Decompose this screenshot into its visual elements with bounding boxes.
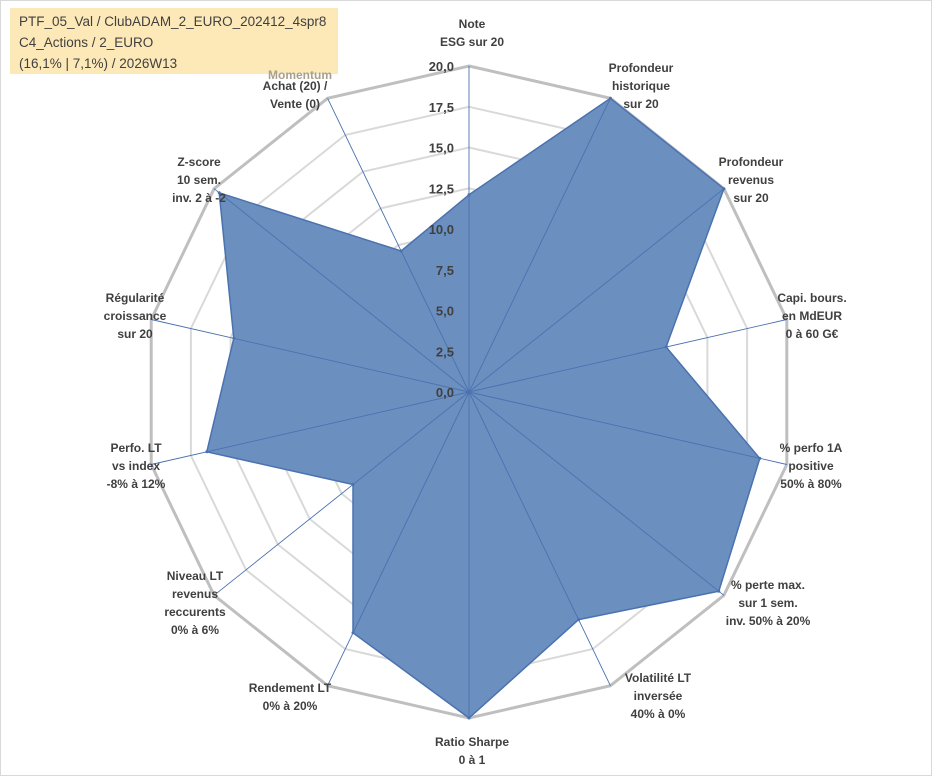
axis-spoke-3 — [468, 319, 787, 393]
axis-label-2-line-2: sur 20 — [733, 191, 769, 205]
axis-label-12-line-1: 10 sem. — [177, 173, 221, 187]
axis-spoke-4 — [468, 391, 787, 465]
axis-label-4-line-1: positive — [788, 459, 834, 473]
axis-label-10: Perfo. LT vs index -8% à 12% — [107, 441, 166, 491]
portfolio-name: PTF_05_Val / ClubADAM_2_EURO_202412_4spr… — [19, 14, 327, 29]
axis-label-1: Profondeur historique sur 20 — [609, 61, 674, 111]
axis-label-8-line-1: 0% à 20% — [263, 699, 318, 713]
axis-label-3-line-0: Capi. bours. — [777, 291, 846, 305]
radar-axes — [151, 66, 787, 718]
axis-spoke-11 — [151, 319, 470, 393]
axis-label-1-line-0: Profondeur — [609, 61, 674, 75]
tick-label-3: 7,5 — [436, 263, 454, 278]
axis-spoke-12 — [213, 188, 470, 393]
axis-label-9-line-3: 0% à 6% — [171, 623, 219, 637]
tick-label-4: 10,0 — [429, 222, 454, 237]
axis-label-9-line-2: reccurents — [164, 605, 226, 619]
portfolio-stats: (16,1% | 7,1%) / 2026W13 — [19, 56, 178, 71]
radar-tick-labels: 0,0 2,5 5,0 7,5 10,0 12,5 15,0 17,5 20,0 — [429, 59, 454, 400]
axis-label-13-line-0: Achat (20) / — [263, 79, 328, 93]
axis-spoke-10 — [151, 391, 470, 465]
axis-label-11: Régularité croissance sur 20 — [104, 291, 167, 341]
axis-spoke-8 — [327, 391, 470, 686]
axis-label-12: Z-score 10 sem. inv. 2 à -2 — [172, 155, 226, 205]
info-box: PTF_05_Val / ClubADAM_2_EURO_202412_4spr… — [10, 8, 338, 82]
axis-label-12-line-2: inv. 2 à -2 — [172, 191, 226, 205]
axis-label-3-line-2: 0 à 60 G€ — [786, 327, 839, 341]
axis-label-5-line-1: sur 1 sem. — [738, 596, 797, 610]
axis-label-1-line-1: historique — [612, 79, 670, 93]
axis-label-2-line-1: revenus — [728, 173, 774, 187]
axis-label-6-line-0: Volatilité LT — [625, 671, 692, 685]
axis-label-6-line-2: 40% à 0% — [631, 707, 686, 721]
radar-data-layer — [205, 96, 762, 720]
axis-spoke-13 — [327, 98, 470, 393]
axis-label-13-line-1: Vente (0) — [270, 97, 320, 111]
axis-label-3-line-1: en MdEUR — [782, 309, 842, 323]
tick-label-7: 17,5 — [429, 100, 454, 115]
portfolio-category: C4_Actions / 2_EURO — [19, 35, 154, 50]
axis-label-4: % perfo 1A positive 50% à 80% — [780, 441, 843, 491]
tick-label-8: 20,0 — [429, 59, 454, 74]
axis-label-13: Achat (20) / Vente (0) — [263, 79, 328, 111]
axis-label-4-line-0: % perfo 1A — [780, 441, 843, 455]
axis-spoke-5 — [468, 391, 725, 596]
radar-category-labels: Note ESG sur 20 Profondeur historique sur 20… — [104, 17, 847, 767]
axis-label-1-line-2: sur 20 — [623, 97, 659, 111]
axis-label-4-line-2: 50% à 80% — [780, 477, 842, 491]
axis-label-11-line-0: Régularité — [106, 291, 165, 305]
axis-label-11-line-2: sur 20 — [117, 327, 153, 341]
axis-label-5: % perte max. sur 1 sem. inv. 50% à 20% — [726, 578, 811, 628]
axis-label-9-line-1: revenus — [172, 587, 218, 601]
tick-label-1: 2,5 — [436, 344, 454, 359]
axis-spoke-2 — [468, 188, 725, 393]
tick-label-5: 12,5 — [429, 181, 454, 196]
axis-label-7-line-0: Ratio Sharpe — [435, 735, 509, 749]
axis-label-10-line-0: Perfo. LT — [110, 441, 162, 455]
axis-label-6-line-1: inversée — [634, 689, 683, 703]
axis-label-0-line-0: Note — [459, 17, 486, 31]
axis-label-7-line-1: 0 à 1 — [459, 753, 486, 767]
axis-spoke-1 — [468, 98, 611, 393]
axis-label-5-line-0: % perte max. — [731, 578, 805, 592]
axis-label-3: Capi. bours. en MdEUR 0 à 60 G€ — [777, 291, 846, 341]
axis-label-0: Note ESG sur 20 — [440, 17, 504, 49]
axis-label-0-line-1: ESG sur 20 — [440, 35, 504, 49]
tick-label-2: 5,0 — [436, 304, 454, 319]
axis-label-7: Ratio Sharpe 0 à 1 — [435, 735, 509, 767]
axis-label-2-line-0: Profondeur — [719, 155, 784, 169]
axis-label-5-line-2: inv. 50% à 20% — [726, 614, 811, 628]
data-series-area — [205, 97, 761, 719]
tick-label-0: 0,0 — [436, 385, 454, 400]
axis-label-11-line-1: croissance — [104, 309, 167, 323]
momentum-label: Momentum — [268, 68, 332, 82]
axis-label-10-line-1: vs index — [112, 459, 160, 473]
axis-label-9: Niveau LT revenus reccurents 0% à 6% — [164, 569, 226, 637]
axis-spoke-6 — [468, 391, 611, 686]
tick-label-6: 15,0 — [429, 141, 454, 156]
axis-label-9-line-0: Niveau LT — [167, 569, 224, 583]
axis-label-12-line-0: Z-score — [177, 155, 221, 169]
axis-label-8: Rendement LT 0% à 20% — [249, 681, 332, 713]
axis-label-8-line-0: Rendement LT — [249, 681, 332, 695]
axis-label-10-line-2: -8% à 12% — [107, 477, 166, 491]
axis-label-6: Volatilité LT inversée 40% à 0% — [625, 671, 692, 721]
axis-spoke-9 — [213, 391, 470, 596]
axis-label-2: Profondeur revenus sur 20 — [719, 155, 784, 205]
